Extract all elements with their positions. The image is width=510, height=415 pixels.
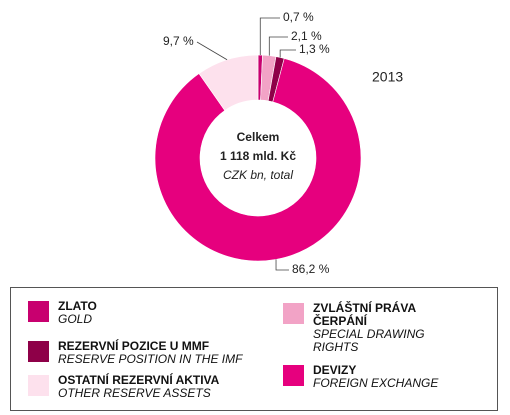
chart: 2013 0,7 % 2,1 %1,3 % 86,2 % 9,7 % Celkem 1 1… xyxy=(154,10,403,276)
year-annotation: 2013 xyxy=(372,69,403,85)
legend-label: DEVIZY xyxy=(313,363,357,377)
legend-swatch xyxy=(283,365,304,386)
legend-label: REZERVNÍ POZICE U MMF xyxy=(58,339,210,353)
legend-swatch xyxy=(28,301,49,322)
center-text: CZK bn, total xyxy=(223,168,293,182)
data-label: 0,7 % xyxy=(283,10,314,24)
legend-label-en: OTHER RESERVE ASSETS xyxy=(58,386,211,400)
center-text: Celkem xyxy=(237,130,280,144)
legend-label-en: RESERVE POSITION IN THE IMF xyxy=(58,352,243,366)
legend-label: ZLATO xyxy=(58,299,97,313)
legend-label-en: FOREIGN EXCHANGE xyxy=(313,376,439,390)
legend-item: ZLATO GOLD xyxy=(28,300,97,326)
legend-item: ZVLÁŠTNÍ PRÁVA ČERPÁNÍ SPECIAL DRAWING RI… xyxy=(283,302,463,354)
legend-label: OSTATNÍ REZERVNÍ AKTIVA xyxy=(58,373,220,387)
leader-line xyxy=(268,36,288,56)
legend-label-en: SPECIAL DRAWING RIGHTS xyxy=(313,327,425,354)
leader-line xyxy=(259,17,280,56)
leader-line xyxy=(196,41,228,61)
leader-line xyxy=(279,49,296,58)
center-text: 1 118 mld. Kč xyxy=(220,149,296,163)
legend-item: DEVIZY FOREIGN EXCHANGE xyxy=(283,364,438,390)
legend-label-en: GOLD xyxy=(58,312,93,326)
legend-label: ZVLÁŠTNÍ PRÁVA ČERPÁNÍ xyxy=(313,301,416,328)
data-label: 1,3 % xyxy=(299,42,330,56)
data-label: 9,7 % xyxy=(163,34,194,48)
legend-swatch xyxy=(28,375,49,396)
legend-item: OSTATNÍ REZERVNÍ AKTIVA OTHER RESERVE ASS… xyxy=(28,374,219,400)
legend-item: REZERVNÍ POZICE U MMF RESERVE POSITION IN… xyxy=(28,340,242,366)
leader-line xyxy=(275,259,289,271)
legend: ZLATO GOLD ZVLÁŠTNÍ PRÁVA ČERPÁNÍ SPECIAL D… xyxy=(10,287,498,411)
data-label: 86,2 % xyxy=(292,262,330,276)
legend-swatch xyxy=(283,303,304,324)
donut-hole xyxy=(200,100,316,216)
data-label: 2,1 % xyxy=(291,29,322,43)
legend-swatch xyxy=(28,341,49,362)
